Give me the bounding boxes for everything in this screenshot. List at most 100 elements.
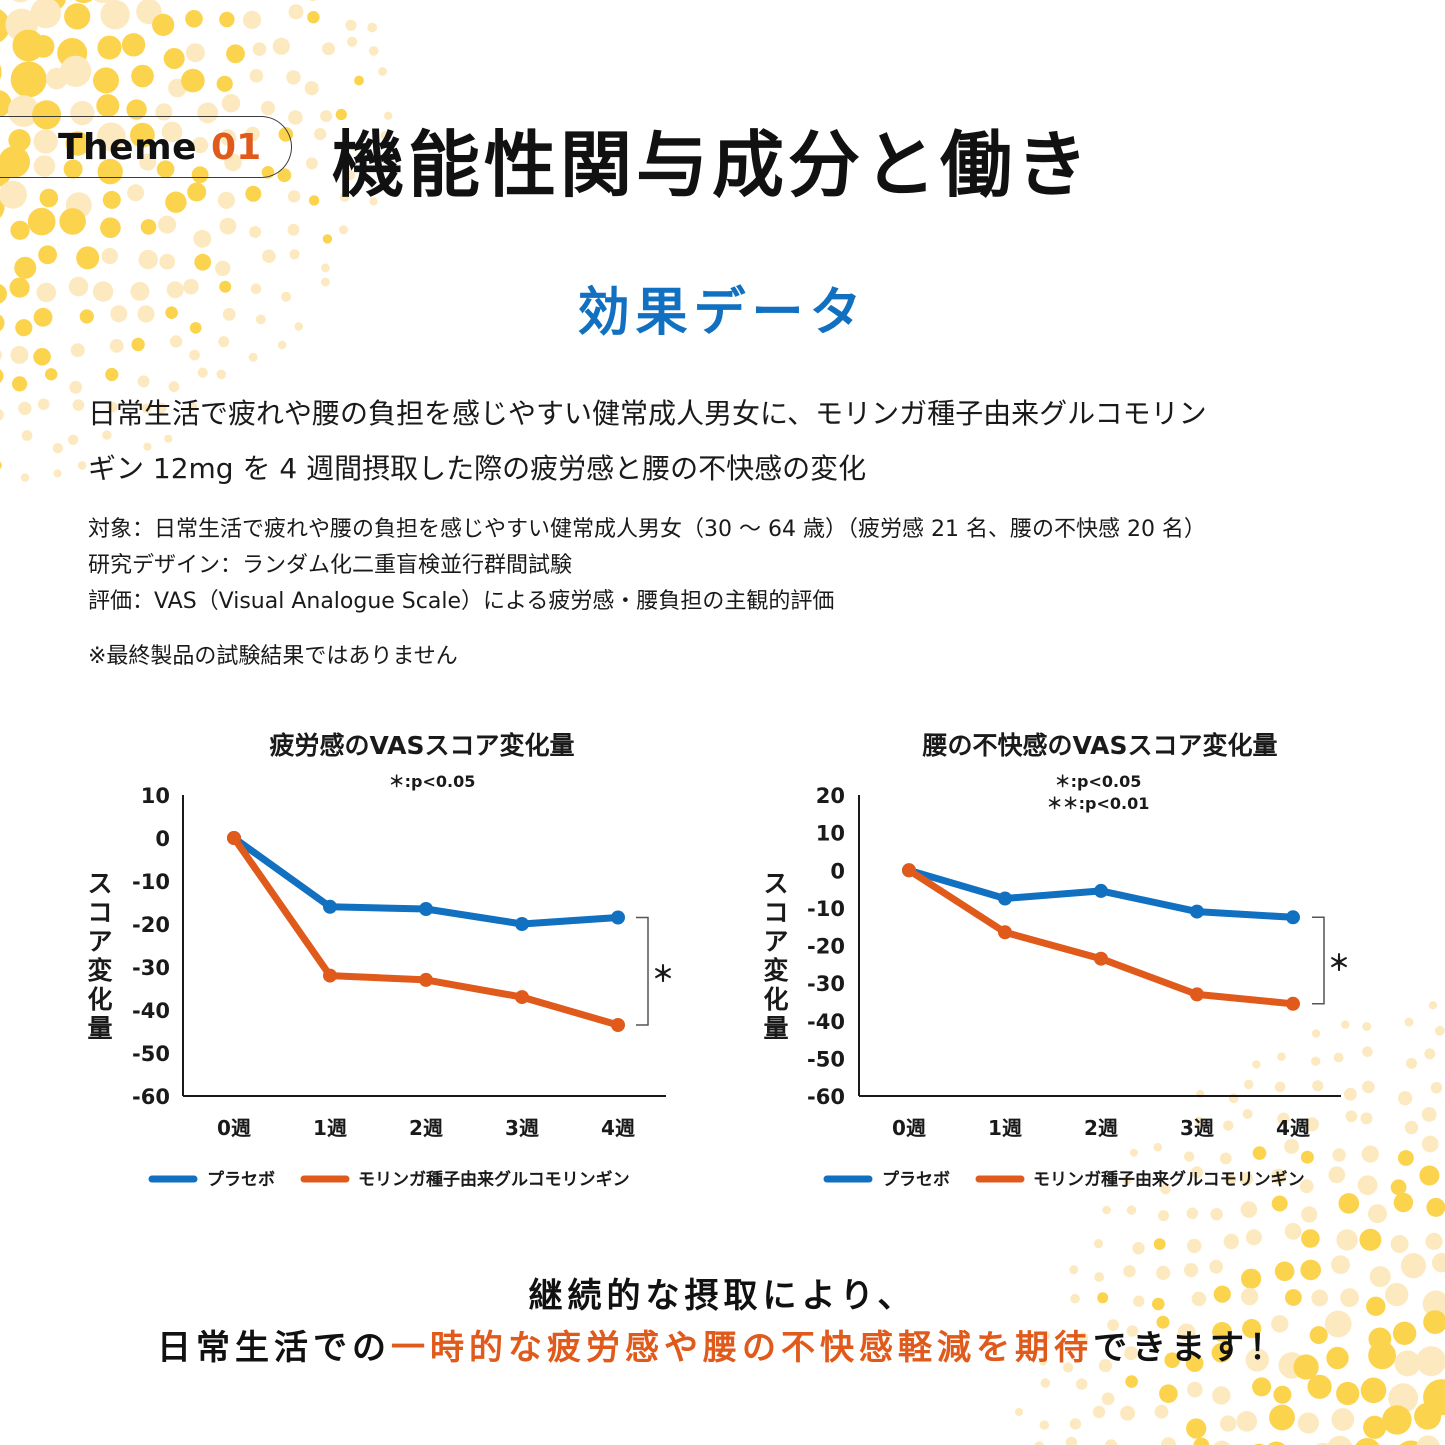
decorative-dot [74,0,93,4]
decorative-dot [1307,1374,1332,1399]
decorative-dot [1345,1110,1358,1123]
x-tick-label: 4週 [601,1116,635,1140]
y-axis-label-char: 量 [763,1014,788,1043]
decorative-dot [1191,1291,1207,1307]
decorative-dot [1434,1025,1445,1036]
conclusion-post: できます！ [1093,1328,1288,1368]
decorative-dot [1327,1435,1353,1445]
decorative-dot [0,284,7,304]
decorative-dot [37,398,50,411]
decorative-dot [322,234,333,244]
decorative-dot [33,307,53,327]
decorative-dot [1293,1354,1319,1380]
decorative-dot [272,37,290,55]
decorative-dot [367,22,378,33]
y-axis-label-char: ス [87,869,112,898]
y-axis-label-char: ア [87,927,112,956]
decorative-dot [1385,1282,1409,1307]
decorative-dot [1242,1319,1262,1339]
decorative-dot [305,157,318,170]
decorative-dot [1277,1112,1290,1126]
decorative-dot [1404,1017,1414,1027]
decorative-dot [1241,1268,1262,1289]
data-point [1286,910,1300,925]
decorative-dot [1390,1235,1409,1253]
decorative-dot [1164,1352,1180,1368]
decorative-dot [59,208,86,235]
decorative-dot [1212,1322,1232,1342]
decorative-dot [1311,1029,1321,1038]
decorative-dot [1393,1192,1414,1213]
decorative-dot [96,122,126,152]
decorative-dot [1186,1418,1207,1439]
decorative-dot [32,100,62,130]
decorative-dot [216,75,233,92]
decorative-dot [8,129,31,152]
decorative-dot [152,13,175,36]
decorative-dot [1126,1325,1139,1337]
decorative-dot [1212,1386,1231,1405]
legend-label-moringa: モリンガ種子由来グルコモリンギン [358,1169,630,1190]
decorative-dot [281,291,292,302]
decorative-dot [52,443,63,454]
decorative-dot [1297,1412,1319,1434]
decorative-dot [1316,1442,1330,1445]
decorative-dot [197,367,208,378]
decorative-dot [1301,1206,1318,1223]
decorative-dot [216,369,227,380]
decorative-dot [1362,1080,1375,1094]
decorative-dot [187,182,207,202]
decorative-dot [1284,1223,1302,1240]
decorative-dot [1392,1321,1417,1346]
decorative-dot [156,402,167,414]
decorative-dot [191,166,209,184]
y-tick-label: -60 [132,1085,170,1109]
decorative-dot [1153,1142,1163,1152]
decorative-dot [1156,1315,1170,1329]
decorative-dot [321,277,330,287]
y-tick-label: 10 [141,784,170,808]
decorative-dot [101,247,119,265]
decorative-dot [1194,1116,1204,1126]
disclaimer-note: ※最終製品の試験結果ではありません [88,644,458,669]
legend: プラセボ モリンガ種子由来グルコモリンギン [823,1169,1305,1190]
decorative-dot [1161,1437,1176,1445]
data-point [998,891,1012,906]
decorative-dot [63,159,83,179]
decorative-dot [38,245,57,265]
decorative-dot [1038,1357,1048,1366]
decorative-dot [1328,1166,1346,1184]
decorative-dot [33,129,58,154]
decorative-dot [1300,1150,1314,1164]
decorative-dot [1332,1148,1346,1162]
decorative-dot [60,55,92,87]
decorative-dot [161,121,183,143]
decorative-dot [1428,1001,1438,1010]
decorative-dot [183,278,199,295]
series-line [231,835,619,1029]
y-axis-label-char: ア [763,927,788,956]
decorative-dot [130,281,150,301]
data-point [611,910,625,925]
series-moringa [902,863,1300,1011]
decorative-dot [288,110,303,125]
decorative-dot [0,314,5,332]
decorative-dot [1284,1138,1300,1154]
decorative-dot [164,434,173,443]
lead-line-1: 日常生活で疲れや腰の負担を感じやすい健常成人男女に、モリンガ種子由来グルコモリン [88,397,1207,430]
decorative-dot [250,283,262,295]
decorative-dot [1269,1404,1295,1431]
decorative-dot [349,141,359,152]
chart-1: 疲労感のVASスコア変化量 ＊:p<0.05 10 0 -10 -20 -30 -40 -50 -… [87,731,674,1190]
decorative-dot [1274,1081,1286,1093]
decorative-dot [1076,1378,1088,1390]
data-point [902,863,916,878]
decorative-dot [1094,1272,1104,1282]
decorative-dot [1390,1179,1407,1196]
decorative-dot [1400,1253,1426,1279]
decorative-dot [163,48,185,69]
decorative-dot [1153,1238,1166,1250]
y-axis-label-char: 化 [763,985,788,1014]
decorative-dot [277,168,292,183]
decorative-dot [33,155,56,177]
